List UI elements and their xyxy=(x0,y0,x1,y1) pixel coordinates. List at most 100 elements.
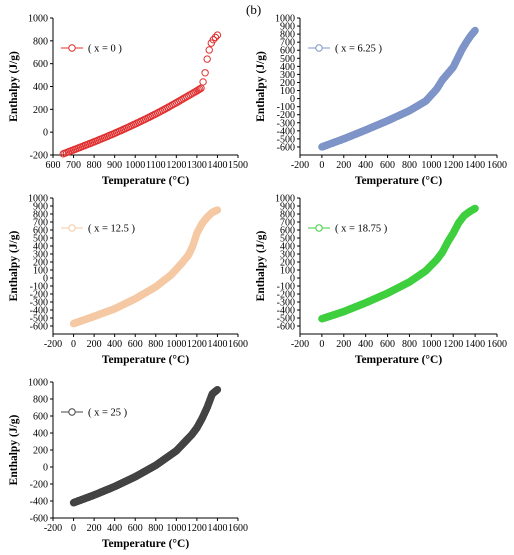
y-tick-label: 100 xyxy=(280,86,295,97)
y-tick-label: 500 xyxy=(33,234,48,245)
y-tick-label: 1000 xyxy=(28,378,48,389)
y-tick-label: -200 xyxy=(277,110,295,121)
y-tick-label: 100 xyxy=(280,266,295,277)
x-tick-label: -200 xyxy=(44,339,62,350)
panel-3: -200 0 200 400 600 800 1000 1200 1400 1600-600-50… xyxy=(8,194,248,367)
legend-label: ( x = 12.5 ) xyxy=(88,224,136,235)
x-tick-label: 600 xyxy=(380,160,395,171)
y-tick-label: -300 xyxy=(277,118,295,129)
y-axis-title: Enthalpy (J/g) xyxy=(255,231,267,302)
y-tick-label: 800 xyxy=(280,210,295,221)
legend-label: ( x = 0 ) xyxy=(88,44,122,55)
series-points xyxy=(69,206,222,328)
x-tick-label: -200 xyxy=(44,523,62,534)
x-axis-title: Temperature (°C) xyxy=(102,354,189,366)
y-tick-label: 800 xyxy=(33,36,48,47)
x-tick-label: 1100 xyxy=(146,160,166,171)
y-tick-label: 0 xyxy=(43,274,48,285)
x-tick-label: 1600 xyxy=(228,523,248,534)
y-tick-label: 400 xyxy=(33,429,48,440)
data-point xyxy=(201,69,209,77)
y-tick-label: 200 xyxy=(33,258,48,269)
legend-label: ( x = 18.75 ) xyxy=(335,224,388,235)
x-tick-label: 1200 xyxy=(443,339,463,350)
series-points xyxy=(318,204,479,323)
series-points xyxy=(69,385,222,507)
y-tick-label: -100 xyxy=(277,282,295,293)
y-tick-label: 1000 xyxy=(275,14,295,25)
x-tick-label: 1200 xyxy=(166,160,186,171)
y-tick-label: 400 xyxy=(280,62,295,73)
x-tick-label: 400 xyxy=(107,339,122,350)
data-point xyxy=(213,206,222,214)
y-tick-label: 700 xyxy=(280,218,295,229)
y-tick-label: 200 xyxy=(280,78,295,89)
y-tick-label: 200 xyxy=(33,105,48,116)
data-point xyxy=(195,85,204,93)
panel-5: -200 0 200 400 600 800 1000 1200 1400 1600-600-40… xyxy=(8,378,248,551)
x-tick-label: -200 xyxy=(291,339,309,350)
figure-label: (b) xyxy=(246,2,262,17)
legend-label: ( x = 6.25 ) xyxy=(335,44,383,55)
x-tick-label: 0 xyxy=(319,160,324,171)
data-point xyxy=(471,204,479,213)
x-tick-label: 1200 xyxy=(443,160,463,171)
legend-marker xyxy=(315,44,323,52)
x-tick-label: 0 xyxy=(71,339,76,350)
y-tick-label: 700 xyxy=(33,218,48,229)
y-tick-label: 300 xyxy=(280,70,295,81)
y-tick-label: -400 xyxy=(30,306,48,317)
x-tick-label: 700 xyxy=(66,160,81,171)
x-tick-label: 400 xyxy=(358,339,373,350)
data-point xyxy=(205,46,213,54)
x-tick-label: 800 xyxy=(402,160,417,171)
panel-4: -200 0 200 400 600 800 1000 1200 1400 1600-600-50… xyxy=(255,194,507,367)
data-point xyxy=(199,78,207,86)
x-tick-label: 800 xyxy=(148,523,163,534)
x-tick-label: 1200 xyxy=(187,523,207,534)
x-tick-label: 1600 xyxy=(487,339,507,350)
legend-marker xyxy=(68,224,76,232)
y-tick-label: -400 xyxy=(277,306,295,317)
data-point xyxy=(209,35,218,44)
y-tick-label: 400 xyxy=(33,82,48,93)
y-axis-title: Enthalpy (J/g) xyxy=(8,51,20,122)
y-tick-label: -300 xyxy=(30,298,48,309)
y-tick-label: 200 xyxy=(33,446,48,457)
y-tick-label: 500 xyxy=(280,54,295,65)
x-tick-label: 600 xyxy=(380,339,395,350)
y-tick-label: 600 xyxy=(33,412,48,423)
y-tick-label: -200 xyxy=(277,290,295,301)
x-tick-label: 0 xyxy=(71,523,76,534)
panel-2: -200 0 200 400 600 800 1000 1200 1400 1600-600-50… xyxy=(255,14,507,188)
x-tick-label: 1200 xyxy=(187,339,207,350)
legend-marker xyxy=(315,224,323,232)
y-tick-label: 0 xyxy=(290,94,295,105)
x-tick-label: 800 xyxy=(148,339,163,350)
x-tick-label: 200 xyxy=(87,523,102,534)
x-tick-label: 400 xyxy=(358,160,373,171)
y-tick-label: -400 xyxy=(30,497,48,508)
y-tick-label: -200 xyxy=(30,290,48,301)
x-tick-label: 1000 xyxy=(421,339,441,350)
y-tick-label: 400 xyxy=(33,242,48,253)
y-tick-label: 900 xyxy=(280,22,295,33)
series-points xyxy=(318,26,479,151)
panel-1: 600 700 800 900 1000 1100 1200 1300 1400 1500-200… xyxy=(8,14,248,188)
y-tick-label: 200 xyxy=(280,258,295,269)
y-tick-label: 900 xyxy=(33,202,48,213)
x-tick-label: 200 xyxy=(336,339,351,350)
y-tick-label: 1000 xyxy=(275,194,295,205)
x-axis-title: Temperature (°C) xyxy=(355,354,442,366)
y-tick-label: 1000 xyxy=(28,194,48,205)
x-tick-label: 1000 xyxy=(166,523,186,534)
y-tick-label: 600 xyxy=(280,226,295,237)
x-tick-label: 1400 xyxy=(207,160,227,171)
x-tick-label: 0 xyxy=(319,339,324,350)
y-tick-label: 800 xyxy=(33,395,48,406)
x-tick-label: 1500 xyxy=(228,160,248,171)
y-axis-title: Enthalpy (J/g) xyxy=(8,415,20,486)
x-tick-label: 800 xyxy=(402,339,417,350)
y-tick-label: -200 xyxy=(30,151,48,162)
